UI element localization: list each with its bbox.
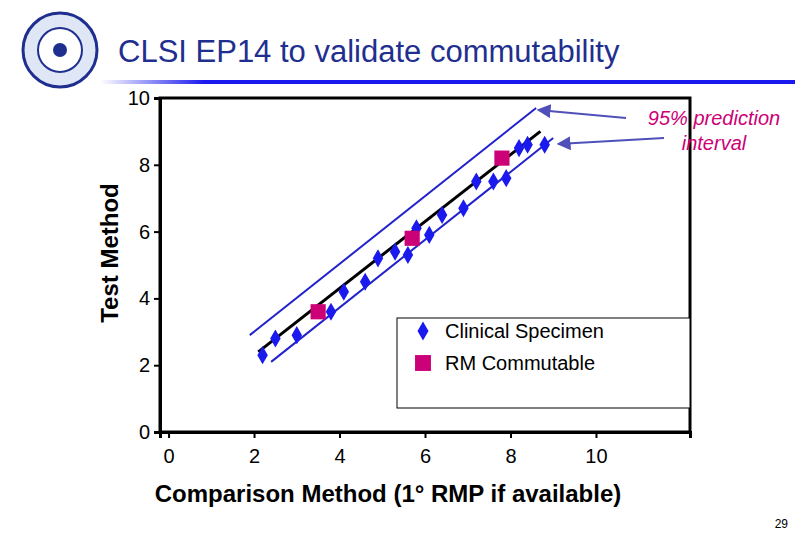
y-tick-mark [154, 298, 160, 300]
point [311, 304, 326, 319]
x-tick-label: 0 [163, 445, 174, 467]
y-tick: 2 [139, 354, 160, 376]
annotation-text: 95% prediction [648, 107, 780, 129]
title-rule [100, 80, 795, 84]
y-tick-label: 10 [128, 87, 150, 109]
y-tick-label: 8 [139, 154, 150, 176]
x-axis-line [161, 433, 691, 439]
x-tick: 10 [585, 432, 607, 467]
point [514, 139, 524, 157]
y-axis-title: Test Method [96, 183, 123, 323]
y-axis: 0 2 4 6 8 10 [128, 87, 161, 443]
logo [23, 13, 97, 87]
y-tick-mark [154, 231, 160, 233]
x-tick: 2 [249, 432, 260, 467]
x-axis: 0 2 4 6 8 10 [161, 432, 691, 467]
annotation-arrow [538, 110, 626, 118]
point [292, 326, 302, 344]
slide-number: 29 [775, 517, 789, 531]
title: CLSI EP14 to validate commutability [118, 34, 620, 69]
y-tick-mark [154, 164, 160, 166]
legend-symbol [418, 321, 429, 340]
x-tick-label: 8 [505, 445, 516, 467]
point [339, 283, 349, 301]
point [437, 206, 447, 224]
legend-box [397, 318, 690, 408]
point [488, 172, 498, 190]
annotation: 95% prediction interval [538, 107, 780, 154]
annotation-text: interval [682, 132, 747, 154]
y-tick-mark [154, 432, 160, 434]
logo-outer [23, 13, 97, 87]
x-tick-mark [425, 432, 427, 438]
x-tick: 6 [420, 432, 431, 467]
y-tick-label: 0 [139, 421, 150, 443]
point [424, 226, 434, 244]
legend-label: RM Commutable [445, 352, 595, 374]
point [257, 346, 267, 364]
y-tick: 0 [139, 421, 160, 443]
point [471, 172, 481, 190]
y-tick-mark [154, 98, 160, 100]
point [501, 169, 511, 187]
x-tick-label: 4 [334, 445, 345, 467]
x-tick-label: 6 [420, 445, 431, 467]
y-tick: 6 [139, 221, 160, 243]
legend: Clinical Specimen RM Commutable [397, 318, 690, 408]
x-tick-mark [595, 432, 597, 438]
x-tick-mark [510, 432, 512, 438]
annotation-arrow [558, 138, 664, 144]
y-tick-label: 6 [139, 221, 150, 243]
x-tick-mark [254, 432, 256, 438]
point [373, 249, 383, 267]
y-tick: 4 [139, 287, 160, 309]
point [326, 303, 336, 321]
y-tick-mark [154, 365, 160, 367]
legend-symbol [415, 355, 431, 371]
x-tick-label: 2 [249, 445, 260, 467]
y-axis-line [154, 99, 161, 433]
point [390, 243, 400, 261]
y-tick: 10 [128, 87, 160, 109]
x-tick: 8 [505, 432, 516, 467]
legend-label: Clinical Specimen [445, 320, 604, 342]
logo-core [53, 43, 67, 57]
point [405, 231, 420, 246]
slide: CLSI EP14 to validate commutability 0 2 4 6 8… [0, 0, 810, 540]
point [403, 246, 413, 264]
x-tick-mark [168, 432, 170, 438]
fit-line [250, 108, 536, 335]
y-tick-label: 2 [139, 354, 150, 376]
point [494, 151, 509, 166]
x-axis-title: Comparison Method (1° RMP if available) [155, 480, 622, 507]
point [522, 136, 532, 154]
y-tick-label: 4 [139, 287, 150, 309]
x-tick: 4 [334, 432, 345, 467]
x-tick: 0 [163, 432, 174, 467]
plot-frame [160, 98, 690, 432]
x-tick-label: 10 [585, 445, 607, 467]
point [360, 273, 370, 291]
point [458, 199, 468, 217]
logo-inner [38, 28, 82, 72]
point [270, 329, 280, 347]
y-tick: 8 [139, 154, 160, 176]
x-tick-mark [339, 432, 341, 438]
point [539, 136, 549, 154]
